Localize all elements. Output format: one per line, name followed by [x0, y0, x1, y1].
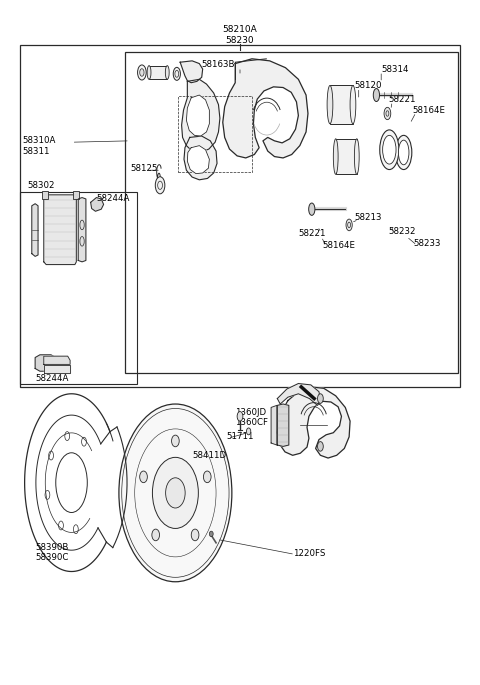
Text: 1220FS: 1220FS — [293, 549, 325, 558]
Polygon shape — [223, 59, 308, 158]
Bar — [20, 45, 460, 387]
Polygon shape — [44, 356, 70, 364]
Ellipse shape — [396, 136, 412, 170]
Ellipse shape — [173, 67, 180, 80]
Polygon shape — [44, 195, 76, 264]
Text: 58311: 58311 — [22, 147, 50, 155]
Ellipse shape — [209, 531, 213, 536]
Text: 58302: 58302 — [27, 181, 55, 190]
Text: 58411D: 58411D — [192, 451, 226, 460]
Ellipse shape — [204, 471, 211, 483]
Ellipse shape — [156, 177, 165, 194]
Ellipse shape — [140, 471, 147, 483]
Polygon shape — [180, 61, 203, 83]
Ellipse shape — [373, 88, 380, 101]
Ellipse shape — [171, 435, 179, 447]
Bar — [125, 52, 458, 373]
Polygon shape — [186, 95, 209, 136]
Bar — [330, 86, 353, 124]
Text: 58230: 58230 — [226, 36, 254, 45]
Ellipse shape — [384, 108, 391, 120]
Ellipse shape — [380, 130, 399, 170]
Text: 58164E: 58164E — [412, 105, 445, 114]
Ellipse shape — [153, 458, 198, 528]
Text: 58310A: 58310A — [22, 136, 56, 145]
Ellipse shape — [166, 477, 185, 508]
Polygon shape — [184, 136, 217, 179]
Ellipse shape — [191, 529, 199, 540]
Bar — [42, 190, 48, 199]
Text: 58314: 58314 — [381, 64, 408, 73]
Bar — [178, 97, 252, 172]
Ellipse shape — [318, 442, 323, 451]
Polygon shape — [35, 355, 56, 371]
Text: 58213: 58213 — [355, 213, 383, 222]
Ellipse shape — [383, 136, 396, 164]
Ellipse shape — [333, 139, 338, 174]
Ellipse shape — [246, 428, 251, 435]
Text: 58125: 58125 — [130, 164, 157, 173]
Text: 58221: 58221 — [299, 229, 326, 238]
Ellipse shape — [350, 86, 356, 124]
Ellipse shape — [140, 68, 144, 76]
Polygon shape — [271, 406, 277, 445]
Polygon shape — [277, 387, 350, 458]
Text: 58232: 58232 — [388, 227, 416, 236]
Polygon shape — [32, 203, 38, 256]
Text: 58210A: 58210A — [223, 25, 257, 34]
Polygon shape — [277, 404, 289, 447]
Polygon shape — [91, 197, 104, 211]
Ellipse shape — [318, 394, 323, 403]
Ellipse shape — [309, 203, 315, 215]
Bar — [336, 139, 357, 174]
Text: 58244A: 58244A — [96, 195, 130, 203]
Text: 58244A: 58244A — [35, 373, 69, 382]
Text: 58221: 58221 — [388, 95, 416, 103]
Polygon shape — [277, 384, 321, 406]
Ellipse shape — [152, 529, 159, 540]
Polygon shape — [78, 197, 86, 262]
Text: 1360CF: 1360CF — [235, 418, 268, 427]
Text: 58163B: 58163B — [202, 60, 235, 69]
Text: 58164E: 58164E — [323, 241, 355, 250]
Text: 58120: 58120 — [355, 81, 383, 90]
Text: 58390C: 58390C — [35, 553, 69, 562]
Ellipse shape — [147, 66, 151, 79]
Ellipse shape — [138, 65, 146, 80]
Polygon shape — [181, 79, 220, 153]
Ellipse shape — [237, 412, 243, 421]
Ellipse shape — [327, 86, 333, 124]
Ellipse shape — [165, 66, 169, 79]
Text: 58390B: 58390B — [35, 543, 69, 552]
Bar — [73, 190, 79, 199]
Ellipse shape — [354, 139, 359, 174]
Bar — [20, 192, 137, 384]
Text: 1360JD: 1360JD — [235, 408, 266, 416]
Bar — [149, 66, 167, 79]
Ellipse shape — [398, 140, 409, 165]
Ellipse shape — [346, 219, 352, 231]
Text: 51711: 51711 — [227, 432, 254, 441]
Polygon shape — [187, 146, 209, 174]
Ellipse shape — [119, 404, 232, 582]
Polygon shape — [44, 365, 70, 373]
Text: 58233: 58233 — [413, 239, 441, 248]
